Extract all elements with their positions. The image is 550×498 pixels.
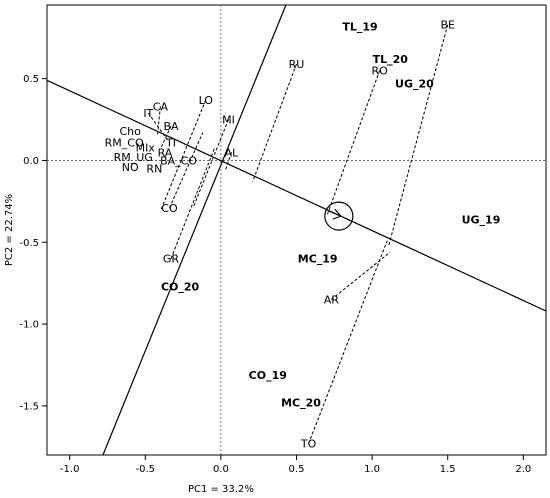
genotype-label-ro: RO	[372, 64, 389, 77]
genotype-label-ra: RA	[158, 146, 173, 159]
reference-lines	[47, 5, 546, 455]
genotype-label-ba: BA	[163, 120, 179, 133]
x-tick-label: 1.5	[440, 464, 456, 475]
genotype-label-no: NO	[122, 161, 139, 174]
x-tick-label: 0.5	[289, 464, 305, 475]
genotype-label-cho: Cho	[119, 125, 141, 138]
environment-label-ug_19: UG_19	[462, 213, 501, 226]
plot-frame	[46, 4, 547, 456]
genotype-label-ru: RU	[289, 58, 305, 71]
genotype-label-ba_co: BA_CO	[160, 154, 197, 167]
genotype-label-ti: TI	[165, 136, 176, 149]
x-tick-label: -0.5	[136, 464, 156, 475]
genotype-label-mi: MI	[222, 114, 235, 127]
genotype-label-it: IT	[143, 107, 153, 120]
x-tick-label: 1.0	[364, 464, 380, 475]
genotype-label-rm_co: RM_CO	[105, 136, 144, 149]
environment-label-co_19: CO_19	[249, 369, 287, 382]
average-environment-arrow	[328, 208, 342, 220]
projection-lines	[147, 24, 449, 444]
environment-label-tl_20: TL_20	[373, 53, 409, 66]
projection-line-be	[388, 24, 449, 246]
genotype-label-to: TO	[300, 438, 317, 451]
ae-axes	[46, 4, 547, 456]
projection-line-al	[224, 152, 232, 171]
projection-line-co	[169, 132, 204, 209]
y-tick-label: -1.0	[19, 320, 39, 331]
average-environment-marker	[324, 201, 354, 231]
environment-label-tl_19: TL_19	[342, 20, 377, 33]
genotype-label-mix: MIx	[136, 141, 156, 154]
genotype-label-gr: GR	[163, 253, 180, 266]
genotype-label-ar: AR	[324, 294, 340, 307]
average-environment-circle	[324, 201, 354, 231]
x-tick-label: 2.0	[515, 464, 531, 475]
genotype-label-co: CO	[161, 202, 178, 215]
genotype-label-rm_ug: RM_UG	[114, 151, 153, 164]
x-tick-label: -1.0	[60, 464, 80, 475]
genotype-label-ca: CA	[153, 100, 169, 113]
genotype-label-lo: LO	[199, 94, 214, 107]
environment-label-mc_19: MC_19	[298, 253, 338, 266]
y-tick-label: 0.5	[23, 74, 39, 85]
projection-line-to	[308, 240, 388, 444]
projection-line-mi	[193, 119, 229, 207]
projection-line-ba	[159, 125, 172, 150]
projection-line-ar	[330, 251, 391, 300]
genotype-label-be: BE	[440, 19, 455, 32]
genotype-label-rn: RN	[146, 163, 162, 176]
environment-label-co_20: CO_20	[161, 280, 200, 293]
environment-label-ug_20: UG_20	[395, 78, 434, 91]
average-environment-axis	[46, 79, 547, 312]
y-tick-label: 0.0	[23, 156, 39, 167]
projection-line-lo	[159, 99, 207, 212]
axis-ticks: -1.0 -0.5 0.0 0.5 1.0 1.5 2.0 -1.5 -1.0 -0.5 0.0 0.…	[19, 74, 531, 475]
projection-line-ru	[252, 63, 297, 182]
y-axis-title: PC2 = 22.74%	[4, 194, 15, 266]
y-tick-label: -0.5	[19, 238, 39, 249]
projection-line-ro	[326, 70, 381, 217]
perpendicular-axis	[102, 4, 287, 456]
genotype-label-al: AL	[225, 146, 240, 159]
environment-label-mc_20: MC_20	[281, 397, 321, 410]
environment-labels: TL_19 TL_20 UG_20 UG_19 MC_19 CO_20 CO_19 MC_20	[161, 20, 500, 409]
x-tick-label: 0.0	[213, 464, 229, 475]
y-tick-label: -1.5	[19, 401, 39, 412]
x-axis-title: PC1 = 33.2%	[188, 484, 254, 495]
